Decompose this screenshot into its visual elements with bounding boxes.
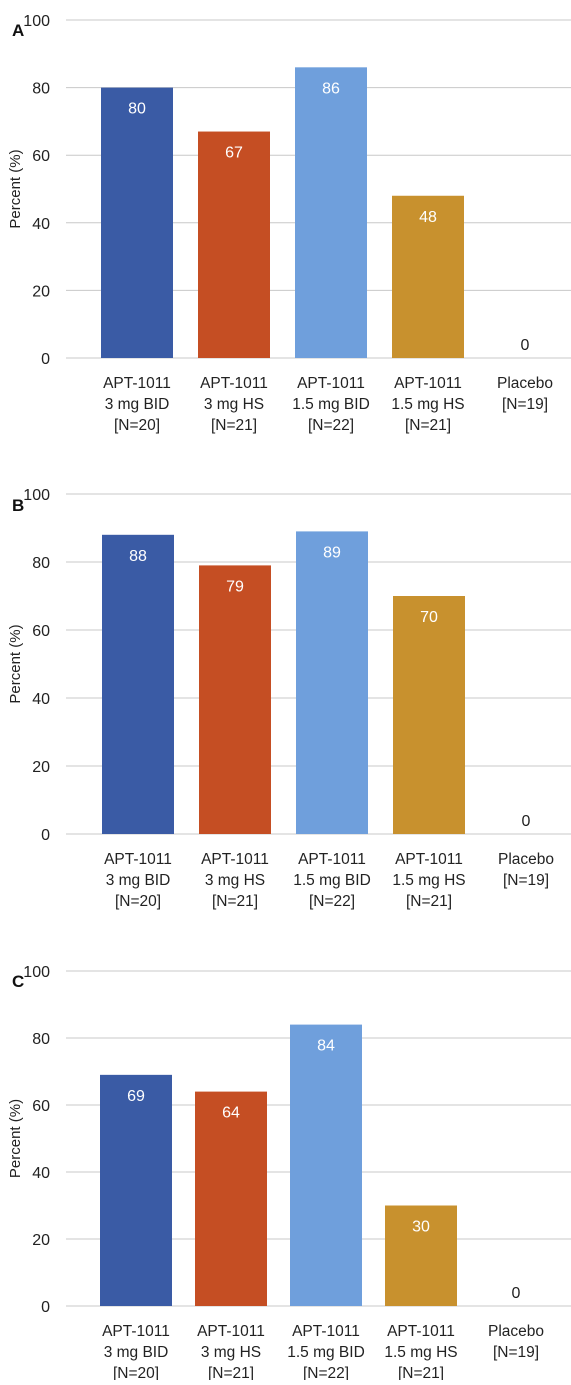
x-tick-label: APT-1011: [298, 851, 366, 868]
x-tick-label: APT-1011: [395, 851, 463, 868]
panel-label: A: [12, 21, 24, 40]
x-tick-label: [N=19]: [503, 872, 549, 889]
y-tick-label: 60: [32, 1098, 50, 1115]
x-tick-label: 1.5 mg HS: [391, 396, 464, 413]
bar-value-label: 79: [226, 578, 244, 595]
x-tick-label: APT-1011: [200, 375, 268, 392]
bar: [393, 596, 465, 834]
y-tick-label: 100: [23, 964, 50, 981]
chart-panel-c: C 0 20 40 60 80 100 Percent (%) 69 APT-1011 3 mg B…: [7, 964, 571, 1382]
x-tick-label: [N=20]: [115, 893, 161, 910]
x-tick-label: Placebo: [497, 375, 553, 392]
y-tick-label: 0: [41, 827, 50, 844]
bar: [101, 87, 173, 358]
x-tick-label: Placebo: [488, 1323, 544, 1340]
y-tick-label: 60: [32, 148, 50, 165]
y-tick-label: 0: [41, 351, 50, 368]
x-tick-label: APT-1011: [197, 1323, 265, 1340]
y-tick-label: 40: [32, 216, 50, 233]
y-tick-label: 100: [23, 487, 50, 504]
bar: [385, 1205, 457, 1306]
y-tick-label: 40: [32, 691, 50, 708]
bar-value-label: 84: [317, 1038, 335, 1055]
x-tick-label: [N=20]: [113, 1365, 159, 1380]
bar: [290, 1024, 362, 1306]
y-axis-label: Percent (%): [7, 149, 24, 228]
x-tick-label: [N=21]: [398, 1365, 444, 1380]
x-tick-label: APT-1011: [297, 375, 365, 392]
y-tick-label: 40: [32, 1165, 50, 1182]
bar: [100, 1074, 172, 1306]
bar: [198, 131, 270, 358]
x-tick-label: APT-1011: [104, 851, 172, 868]
y-tick-label: 60: [32, 623, 50, 640]
x-tick-label: [N=21]: [405, 417, 451, 434]
y-tick-label: 20: [32, 283, 50, 300]
bar-value-label: 64: [222, 1105, 240, 1122]
x-tick-label: 3 mg HS: [205, 872, 265, 889]
chart-panel-a: A 0 20 40 60 80 100 Percent (%) 80 APT-1011 3 mg B…: [7, 13, 571, 434]
bar: [295, 67, 367, 358]
bar-value-label: 88: [129, 548, 147, 565]
y-axis-label: Percent (%): [7, 1099, 24, 1178]
y-tick-label: 80: [32, 555, 50, 572]
x-tick-label: 1.5 mg BID: [292, 396, 370, 413]
chart-panel-b: B 0 20 40 60 80 100 Percent (%) 88 APT-1011 3 mg B…: [7, 487, 571, 910]
panel-label: B: [12, 496, 24, 515]
panel-label: C: [12, 972, 24, 991]
x-tick-label: 1.5 mg HS: [392, 872, 465, 889]
x-tick-label: [N=21]: [406, 893, 452, 910]
bar-value-label: 30: [412, 1219, 430, 1236]
y-tick-label: 20: [32, 759, 50, 776]
y-tick-label: 20: [32, 1232, 50, 1249]
x-tick-label: 1.5 mg HS: [384, 1344, 457, 1361]
bar-value-label: 80: [128, 101, 146, 118]
bar-value-label: 0: [521, 337, 530, 354]
y-axis-label: Percent (%): [7, 624, 24, 703]
bar-value-label: 0: [522, 813, 531, 830]
x-tick-label: 3 mg BID: [104, 1344, 169, 1361]
bar: [392, 195, 464, 358]
x-tick-label: APT-1011: [201, 851, 269, 868]
x-tick-label: APT-1011: [292, 1323, 360, 1340]
bar-value-label: 69: [127, 1088, 145, 1105]
x-tick-label: APT-1011: [387, 1323, 455, 1340]
x-tick-label: APT-1011: [102, 1323, 170, 1340]
x-tick-label: 3 mg HS: [201, 1344, 261, 1361]
x-tick-label: [N=20]: [114, 417, 160, 434]
x-tick-label: [N=21]: [212, 893, 258, 910]
x-tick-label: [N=19]: [493, 1344, 539, 1361]
bar-value-label: 0: [512, 1285, 521, 1302]
bar: [195, 1091, 267, 1306]
bar: [199, 565, 271, 834]
x-tick-label: APT-1011: [103, 375, 171, 392]
x-tick-label: 1.5 mg BID: [293, 872, 371, 889]
x-tick-label: 1.5 mg BID: [287, 1344, 365, 1361]
x-tick-label: [N=22]: [303, 1365, 349, 1380]
bar-value-label: 86: [322, 80, 340, 97]
y-tick-label: 0: [41, 1299, 50, 1316]
x-tick-label: [N=21]: [208, 1365, 254, 1380]
x-tick-label: Placebo: [498, 851, 554, 868]
y-tick-label: 80: [32, 81, 50, 98]
x-tick-label: [N=22]: [308, 417, 354, 434]
bar-value-label: 70: [420, 609, 438, 626]
x-tick-label: 3 mg HS: [204, 396, 264, 413]
x-tick-label: [N=19]: [502, 396, 548, 413]
bar-value-label: 48: [419, 209, 437, 226]
y-tick-label: 100: [23, 13, 50, 30]
x-tick-label: [N=21]: [211, 417, 257, 434]
x-tick-label: 3 mg BID: [106, 872, 171, 889]
x-tick-label: APT-1011: [394, 375, 462, 392]
x-tick-label: 3 mg BID: [105, 396, 170, 413]
x-tick-label: [N=22]: [309, 893, 355, 910]
y-tick-label: 80: [32, 1031, 50, 1048]
bar-value-label: 89: [323, 544, 341, 561]
bar: [102, 534, 174, 834]
bar: [296, 531, 368, 834]
bar-value-label: 67: [225, 145, 243, 162]
